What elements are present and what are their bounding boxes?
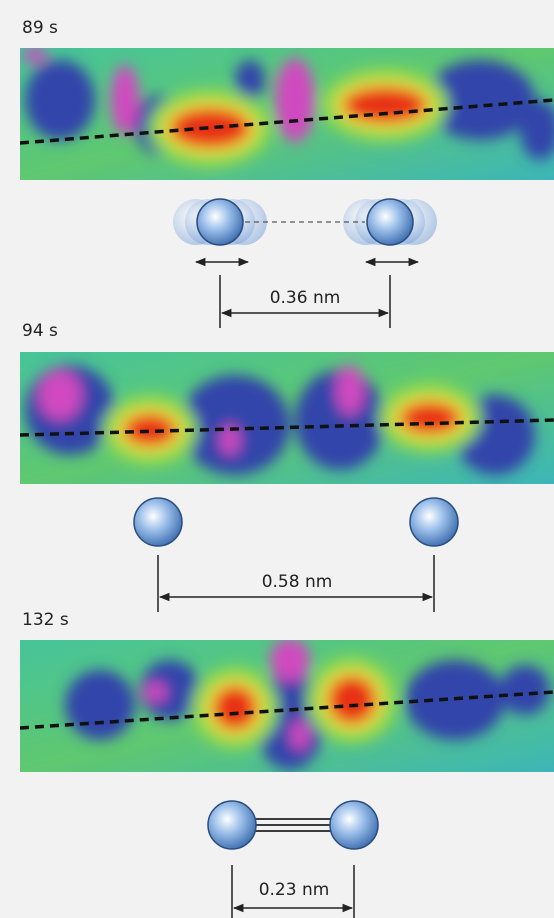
time-label: 89 s: [22, 18, 58, 38]
atom: [367, 199, 413, 245]
magenta-region: [270, 638, 310, 682]
magenta-region: [336, 365, 364, 415]
red-core: [124, 414, 176, 446]
magenta-region: [143, 682, 167, 702]
distance-label: 0.23 nm: [259, 880, 330, 900]
distance-label: 0.58 nm: [262, 572, 333, 592]
atom: [208, 801, 256, 849]
red-core: [328, 676, 376, 724]
magenta-region: [290, 720, 310, 750]
magenta-region: [275, 58, 315, 142]
atom: [197, 199, 243, 245]
time-label: 94 s: [22, 321, 58, 341]
red-core: [213, 686, 257, 730]
stm-image: [20, 352, 554, 484]
magenta-region: [23, 47, 47, 63]
red-core: [170, 108, 250, 148]
stm-image: [20, 638, 554, 772]
time-label: 132 s: [22, 610, 69, 630]
atom: [330, 801, 378, 849]
atom: [134, 498, 182, 546]
magenta-region: [38, 370, 82, 420]
blue-region: [500, 665, 550, 715]
stm-image: [20, 47, 554, 180]
distance-label: 0.36 nm: [270, 288, 341, 308]
figure: 89 s 94 s 132 s 0.36 nm 0.58 nm 0.23 nm: [0, 0, 554, 918]
blue-region: [65, 670, 135, 740]
blue-region: [25, 60, 95, 140]
red-core: [400, 402, 460, 434]
atom: [410, 498, 458, 546]
magenta-region: [111, 65, 139, 135]
